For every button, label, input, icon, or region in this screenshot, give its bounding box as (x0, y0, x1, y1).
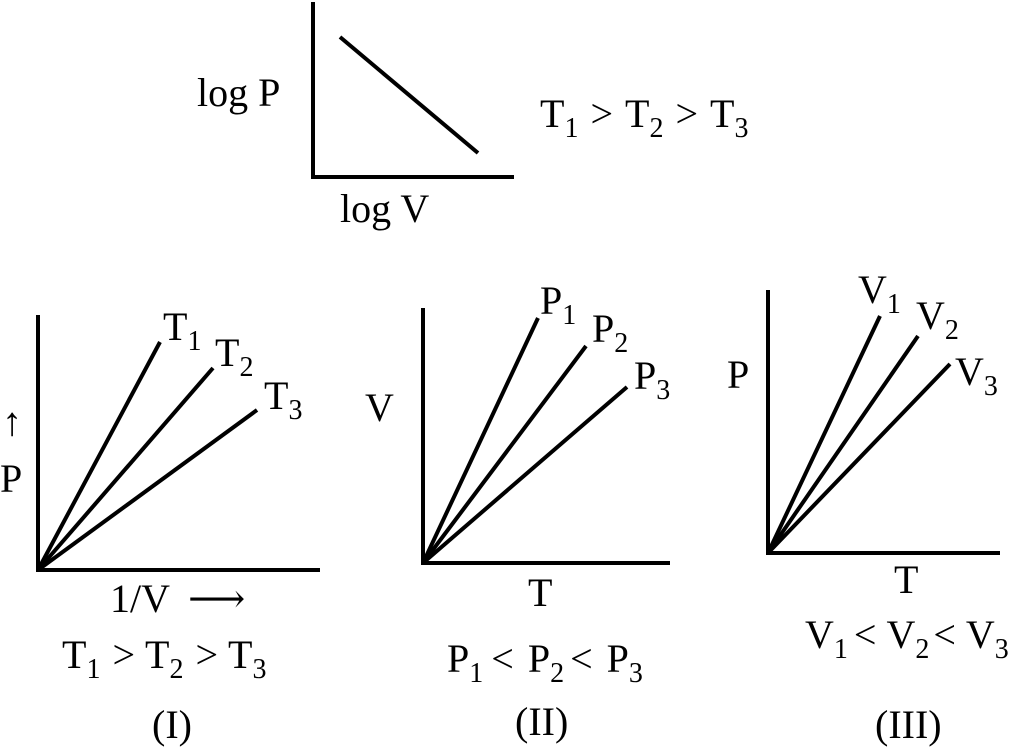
graph-2-caption: (II) (515, 699, 568, 744)
graph-3-line-2 (766, 334, 920, 555)
top-xlabel: log V (340, 186, 429, 231)
graph-2-xlabel: T (528, 570, 552, 615)
top-ylabel: log P (197, 70, 280, 115)
top-graph: log P log V T1 > T2 > T3 (197, 2, 748, 231)
graph-1-caption: (I) (152, 702, 192, 747)
graph-1-line-3-label: T3 (264, 373, 302, 426)
graph-2-line-3-label: P3 (634, 353, 670, 406)
graph-1-line-1-label: T1 (163, 304, 201, 357)
top-line (338, 35, 480, 155)
graph-3-caption: (III) (875, 702, 942, 747)
graph-1-line-1 (36, 341, 162, 571)
graph-2: P1 P2 P3 V T P1 < P2 < P3 (II) (365, 278, 670, 744)
graph-3-line-3 (766, 362, 952, 555)
top-relation: T1 > T2 > T3 (540, 91, 748, 144)
graph-1-relation: T1 > T2 > T3 (62, 632, 266, 685)
graph-3: V1 V2 V3 P T V1 < V2 < V3 (III) (727, 267, 1009, 747)
graph-1-ylabel: P (0, 456, 22, 501)
graph-1-line-2 (36, 366, 215, 572)
graph-1-xlabel: 1/V (110, 576, 170, 621)
graph-3-axes (766, 290, 1000, 555)
graph-3-line-2-label: V2 (916, 293, 959, 346)
graph-2-line-2-label: P2 (592, 306, 628, 359)
graph-3-relation: V1 < V2 < V3 (805, 612, 1009, 665)
graph-2-line-2 (421, 344, 588, 565)
top-axes (311, 2, 514, 179)
graph-3-ylabel: P (727, 352, 749, 397)
graph-1-x-arrow: ⟶ (188, 576, 245, 621)
graph-1-line-2-label: T2 (215, 330, 253, 383)
graph-3-xlabel: T (894, 557, 918, 602)
graph-1: T1 T2 T3 ↑ P 1/V ⟶ T1 > T2 > T3 (I) (0, 304, 320, 747)
graph-1-line-3 (36, 408, 259, 572)
graph-2-axes (421, 308, 670, 565)
graph-2-line-1 (421, 317, 540, 564)
graph-2-line-3 (421, 385, 629, 565)
graph-3-line-1-label: V1 (858, 267, 901, 320)
graph-3-line-3-label: V3 (955, 349, 998, 402)
graph-1-y-arrow: ↑ (2, 399, 22, 444)
graph-1-axes (36, 315, 320, 572)
graph-2-ylabel: V (365, 385, 394, 430)
graph-2-line-1-label: P1 (540, 278, 576, 331)
graph-2-relation: P1 < P2 < P3 (447, 636, 643, 689)
graph-3-line-1 (766, 315, 882, 554)
